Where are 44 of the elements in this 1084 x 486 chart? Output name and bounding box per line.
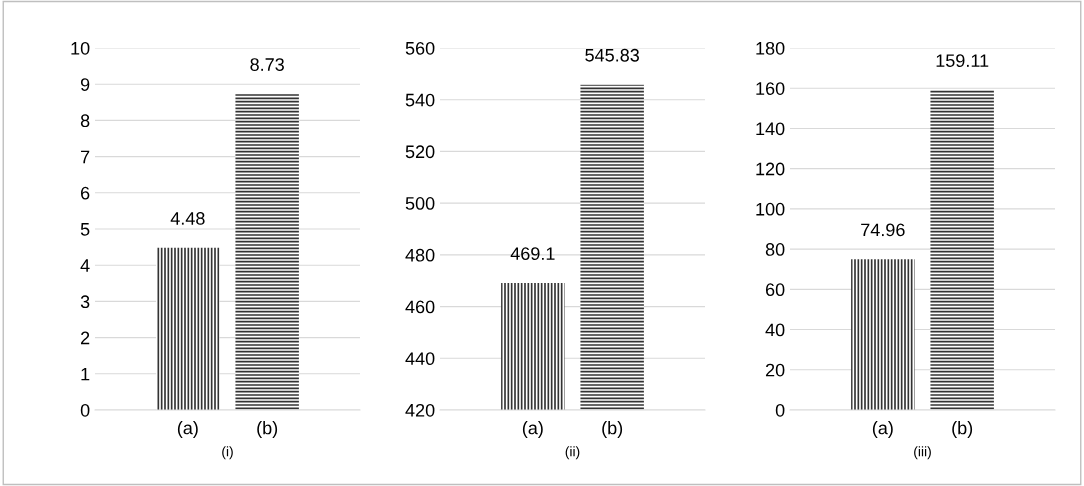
data-label: 4.48: [170, 212, 205, 225]
y-tick-label: 7: [81, 150, 90, 164]
x-axis-title: (i): [222, 446, 233, 460]
y-tick-label: 440: [405, 352, 435, 366]
y-tick-label: 2: [81, 331, 90, 345]
y-tick-label: 460: [405, 300, 435, 314]
x-tick-label: (b): [257, 421, 278, 438]
y-tick-label: 160: [756, 82, 785, 95]
data-label: 469.1: [510, 247, 555, 261]
y-tick-label: 520: [405, 145, 435, 159]
y-tick-label: 40: [765, 323, 785, 337]
y-tick-label: 10: [71, 41, 90, 55]
y-tick-label: 140: [756, 122, 785, 136]
y-tick-label: 9: [80, 78, 90, 91]
data-label: 545.83: [585, 48, 639, 62]
y-tick-label: 420: [405, 403, 435, 417]
y-tick-label: 80: [765, 243, 785, 256]
x-tick-label: (a): [177, 421, 198, 438]
data-label: 159.11: [936, 54, 989, 67]
y-tick-label: 5: [80, 223, 90, 236]
y-tick-label: 480: [405, 248, 435, 262]
data-label: 74.96: [861, 223, 905, 237]
y-tick-label: 100: [756, 202, 785, 216]
y-tick-label: 4: [80, 259, 90, 272]
y-tick-label: 60: [765, 283, 785, 297]
x-tick-label: (a): [522, 421, 543, 438]
x-axis-title: (iii): [914, 446, 931, 460]
y-tick-label: 0: [80, 403, 90, 417]
x-tick-label: (b): [952, 421, 973, 438]
y-tick-label: 180: [756, 41, 785, 55]
y-tick-label: 540: [405, 93, 435, 107]
x-tick-label: (b): [602, 421, 623, 438]
data-label: 8.73: [250, 58, 284, 71]
y-tick-label: 120: [756, 162, 785, 176]
y-tick-label: 500: [405, 197, 435, 210]
y-tick-label: 1: [81, 367, 90, 381]
y-tick-label: 560: [405, 41, 435, 55]
y-tick-label: 0: [775, 403, 785, 417]
y-tick-label: 8: [80, 114, 90, 128]
y-tick-label: 6: [81, 186, 90, 200]
y-tick-label: 20: [765, 363, 785, 377]
x-tick-label: (a): [872, 421, 893, 438]
x-axis-title: (ii): [565, 446, 580, 460]
y-tick-label: 3: [80, 295, 90, 309]
